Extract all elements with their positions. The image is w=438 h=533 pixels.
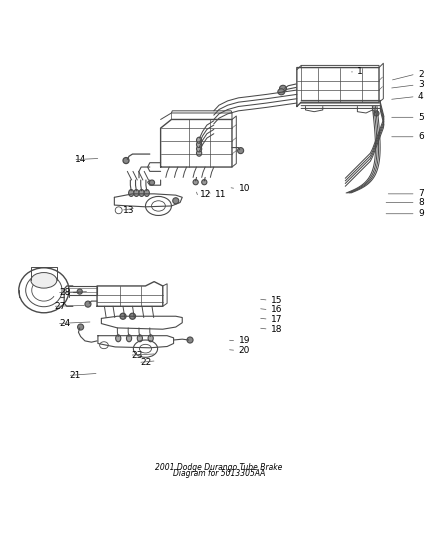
- Text: 23: 23: [132, 351, 143, 360]
- Ellipse shape: [130, 313, 135, 319]
- Text: 10: 10: [238, 184, 250, 193]
- Text: 21: 21: [70, 371, 81, 380]
- Ellipse shape: [197, 146, 202, 152]
- Ellipse shape: [116, 335, 121, 342]
- Text: 5: 5: [418, 113, 424, 122]
- Text: 8: 8: [418, 198, 424, 207]
- Text: 13: 13: [123, 206, 134, 215]
- Ellipse shape: [279, 85, 286, 91]
- Text: 22: 22: [140, 358, 152, 367]
- Ellipse shape: [278, 89, 285, 95]
- Text: 6: 6: [418, 132, 424, 141]
- Ellipse shape: [129, 190, 134, 197]
- Ellipse shape: [77, 289, 82, 294]
- Text: 28: 28: [59, 288, 71, 297]
- Ellipse shape: [137, 335, 142, 342]
- Text: 16: 16: [271, 305, 283, 314]
- Ellipse shape: [139, 190, 144, 197]
- Text: 2: 2: [418, 70, 424, 78]
- Ellipse shape: [197, 150, 202, 156]
- Text: 27: 27: [55, 302, 66, 311]
- Ellipse shape: [31, 272, 57, 288]
- Ellipse shape: [134, 190, 139, 197]
- Ellipse shape: [144, 190, 149, 197]
- Text: 3: 3: [418, 80, 424, 90]
- Ellipse shape: [197, 142, 202, 148]
- Text: 12: 12: [200, 190, 211, 199]
- Ellipse shape: [78, 324, 84, 330]
- Ellipse shape: [123, 158, 129, 164]
- Text: 17: 17: [271, 315, 283, 324]
- Ellipse shape: [148, 335, 153, 342]
- Text: 1: 1: [357, 67, 363, 76]
- Ellipse shape: [173, 198, 179, 204]
- Ellipse shape: [85, 301, 91, 307]
- Text: 14: 14: [75, 155, 87, 164]
- Ellipse shape: [193, 180, 198, 185]
- Ellipse shape: [127, 335, 132, 342]
- Ellipse shape: [187, 337, 193, 343]
- Ellipse shape: [120, 313, 126, 319]
- Text: 7: 7: [418, 189, 424, 198]
- Text: 18: 18: [271, 325, 283, 334]
- Ellipse shape: [202, 180, 207, 185]
- Text: 19: 19: [238, 336, 250, 345]
- Text: 20: 20: [238, 346, 250, 355]
- Ellipse shape: [149, 180, 155, 185]
- Ellipse shape: [237, 148, 244, 154]
- Text: 24: 24: [59, 319, 70, 328]
- Text: Diagram for 5013305AA: Diagram for 5013305AA: [173, 469, 265, 478]
- Text: 9: 9: [418, 209, 424, 218]
- Text: 4: 4: [418, 92, 424, 101]
- Text: 15: 15: [271, 296, 283, 305]
- Ellipse shape: [197, 137, 202, 143]
- Text: 2001 Dodge Durango Tube Brake: 2001 Dodge Durango Tube Brake: [155, 463, 283, 472]
- Text: 11: 11: [215, 190, 226, 199]
- Ellipse shape: [374, 111, 379, 116]
